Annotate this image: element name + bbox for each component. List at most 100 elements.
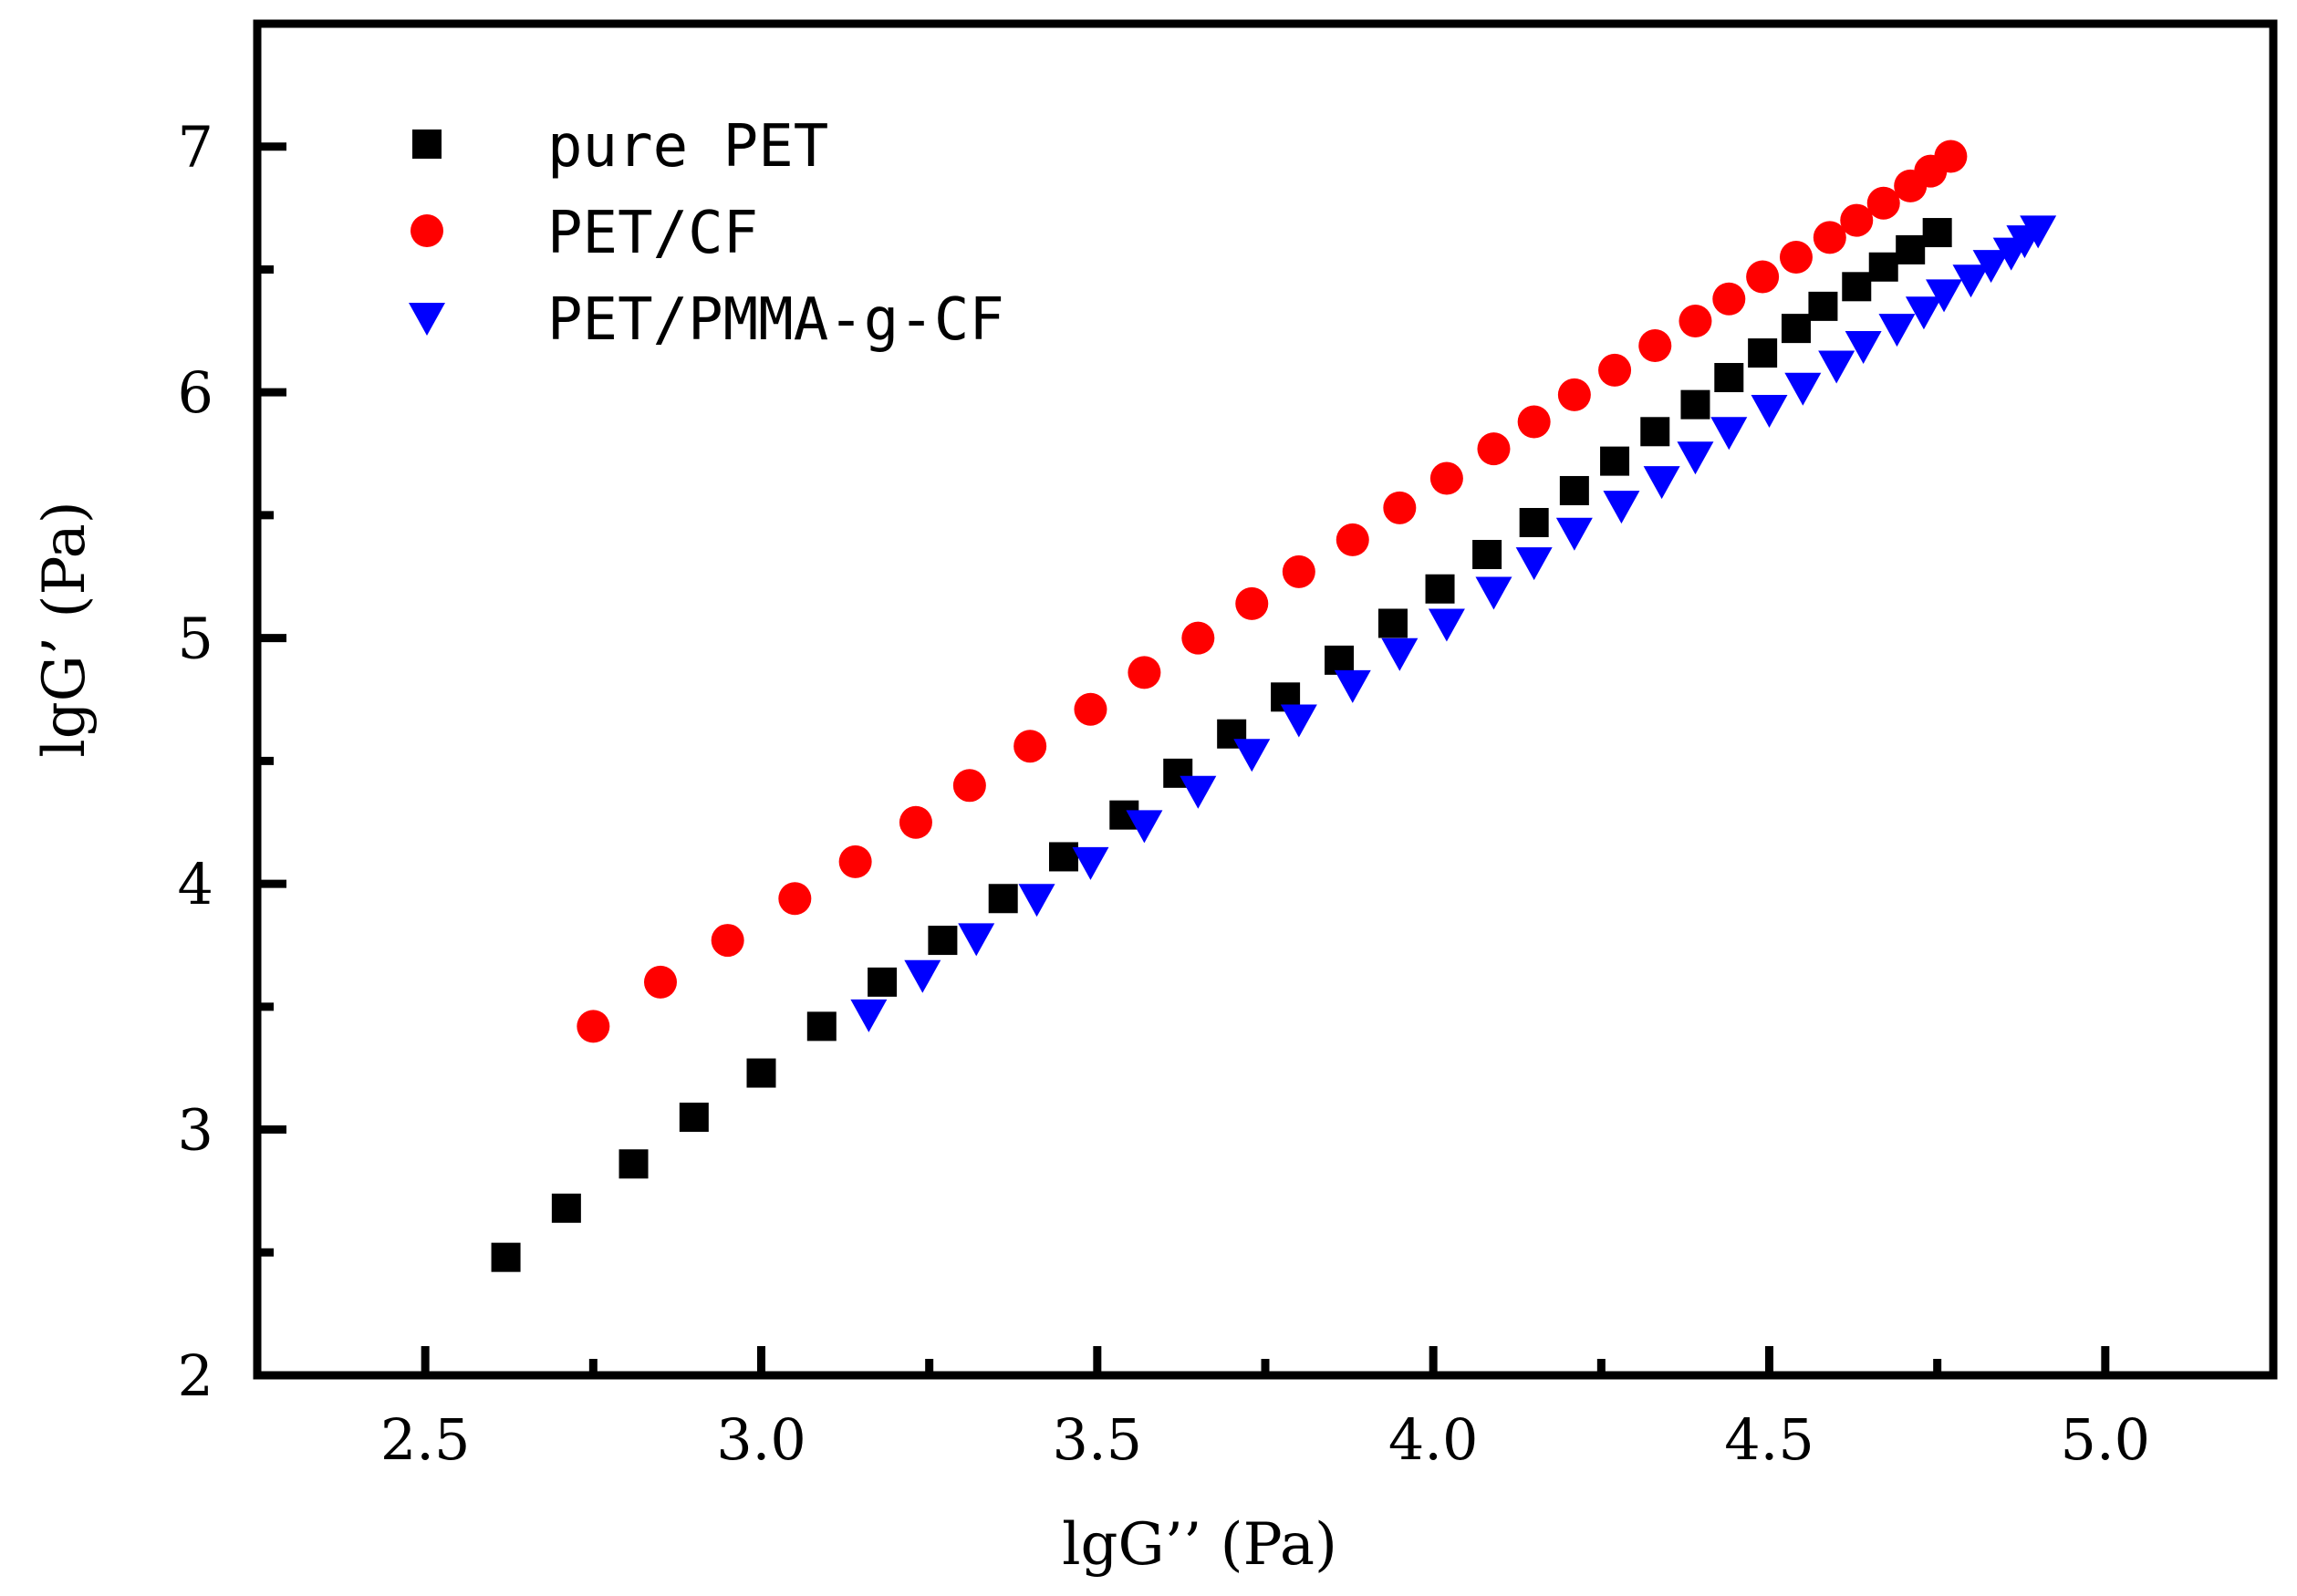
data-point <box>1181 621 1215 655</box>
series-pure-pet <box>491 218 1952 1272</box>
data-point <box>1472 540 1502 570</box>
data-point <box>1638 328 1672 362</box>
data-point <box>778 882 812 916</box>
data-point <box>1477 432 1511 466</box>
data-point <box>1845 330 1882 364</box>
legend: pure PET PET/CF PET/PMMA-g-CF <box>409 113 1004 354</box>
data-point <box>899 805 932 839</box>
data-point <box>904 959 941 993</box>
x-tick-label: 2.5 <box>380 1406 471 1473</box>
legend-label: pure PET <box>547 113 828 181</box>
data-point <box>1868 252 1898 282</box>
data-point <box>1896 234 1926 264</box>
x-tick-label: 4.0 <box>1388 1406 1479 1473</box>
legend-label: PET/CF <box>547 200 758 267</box>
data-point <box>1680 389 1710 420</box>
y-tick-label: 4 <box>178 851 213 917</box>
data-point <box>1519 507 1549 537</box>
data-point <box>1235 586 1269 620</box>
data-point <box>1429 461 1463 495</box>
data-point <box>551 1193 581 1223</box>
data-point <box>1840 203 1874 237</box>
y-axis-title: lgG’ (Pa) <box>31 501 99 758</box>
data-point <box>1779 240 1813 274</box>
data-point <box>1475 576 1512 610</box>
data-point <box>1555 517 1593 551</box>
data-point <box>1808 291 1838 321</box>
data-point <box>1934 140 1968 173</box>
data-point <box>868 967 898 997</box>
data-point <box>1781 314 1811 344</box>
data-point <box>1952 264 1990 298</box>
x-tick-label: 5.0 <box>2061 1406 2151 1473</box>
data-point <box>988 884 1018 914</box>
data-point <box>850 999 888 1032</box>
data-point <box>1748 338 1778 368</box>
x-tick-label: 3.5 <box>1053 1406 1143 1473</box>
data-point <box>1598 353 1632 387</box>
y-tick-label: 7 <box>178 114 213 181</box>
data-point <box>491 1242 521 1272</box>
x-axis-title: lgG’’ (Pa) <box>1062 1511 1337 1579</box>
data-point <box>1866 186 1900 220</box>
data-point <box>1878 314 1916 347</box>
data-point <box>806 1011 837 1042</box>
data-point <box>1842 272 1872 302</box>
data-point <box>711 924 744 958</box>
data-point <box>1049 842 1078 872</box>
data-point <box>2020 215 2057 249</box>
x-tick-label: 3.0 <box>716 1406 806 1473</box>
data-point <box>1813 221 1846 254</box>
data-point <box>1559 475 1589 505</box>
data-series <box>491 140 2057 1272</box>
data-point <box>577 1010 610 1043</box>
data-point <box>1377 608 1408 638</box>
data-point <box>1336 523 1369 556</box>
x-axis-ticks: 2.5 3.0 3.5 4.0 4.5 5.0 <box>380 1346 2150 1473</box>
data-point <box>1972 250 2010 284</box>
data-point <box>1818 350 1855 384</box>
data-point <box>1784 372 1822 406</box>
legend-marker <box>412 130 442 159</box>
data-point <box>1710 417 1748 451</box>
y-tick-label: 3 <box>178 1097 213 1164</box>
data-point <box>1128 656 1161 689</box>
data-point <box>1381 637 1419 671</box>
data-point <box>1677 441 1714 475</box>
data-point <box>1072 846 1109 880</box>
series-pet-cf <box>577 140 1968 1043</box>
data-point <box>1282 554 1315 588</box>
data-point <box>618 1149 649 1179</box>
data-point <box>1603 491 1640 524</box>
data-point <box>1640 417 1670 447</box>
data-point <box>1334 669 1371 703</box>
data-point <box>1383 491 1417 524</box>
data-point <box>1180 775 1217 809</box>
data-point <box>838 845 872 878</box>
data-point <box>1233 739 1271 772</box>
data-point <box>1013 730 1047 763</box>
data-point <box>1425 574 1455 604</box>
series-pet-pmma-g-cf <box>850 215 2057 1032</box>
y-tick-label: 2 <box>178 1342 213 1409</box>
data-point <box>1746 260 1780 294</box>
data-point <box>1712 282 1746 316</box>
y-tick-label: 5 <box>178 606 213 672</box>
legend-marker <box>411 214 443 247</box>
legend-marker <box>409 303 445 336</box>
data-point <box>1905 296 1942 330</box>
data-point <box>1018 884 1055 917</box>
y-axis-ticks: 2 3 4 5 6 7 <box>178 114 286 1409</box>
data-point <box>679 1103 709 1133</box>
data-point <box>1325 645 1355 675</box>
data-point <box>958 923 995 957</box>
data-point <box>1751 395 1788 429</box>
data-point <box>1922 218 1952 248</box>
data-point <box>1517 405 1551 439</box>
data-point <box>1557 378 1591 411</box>
data-point <box>1074 692 1107 726</box>
data-point <box>1280 704 1317 738</box>
data-point <box>1515 547 1553 581</box>
data-point <box>1926 279 1963 313</box>
